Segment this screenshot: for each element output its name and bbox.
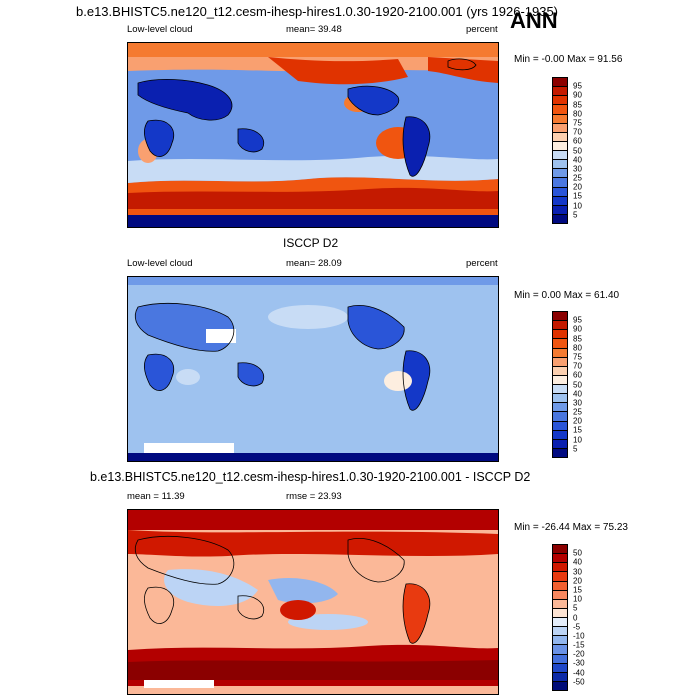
cbar-label: 30 (573, 567, 582, 577)
cbar-label: 20 (573, 416, 582, 426)
panel2-minmax: Min = 0.00 Max = 61.40 (514, 290, 620, 301)
panel3-map-canvas (128, 510, 498, 694)
cbar-label: 30 (573, 398, 582, 408)
cbar-label: -10 (573, 631, 585, 641)
cbar-label: 70 (573, 127, 582, 137)
panel1-colorbar-labels: 95 90 85 80 75 70 60 50 40 30 25 20 15 1… (573, 77, 613, 224)
panel3-rmse: rmse = 23.93 (286, 491, 342, 502)
panel3-minmax: Min = -26.44 Max = 75.23 (514, 522, 628, 533)
cbar-label: 80 (573, 109, 582, 119)
cbar-label: 90 (573, 324, 582, 334)
cbar-label: -15 (573, 640, 585, 650)
panel1-field-label: Low-level cloud (127, 24, 193, 35)
cbar-label: 5 (573, 444, 578, 454)
panel1-minmax: Min = -0.00 Max = 91.56 (514, 54, 623, 65)
cbar-label: 20 (573, 576, 582, 586)
panel2-subtitle: ISCCP D2 (283, 236, 339, 250)
cbar-label: -20 (573, 649, 585, 659)
panel3-map (127, 509, 499, 695)
cbar-label: 85 (573, 100, 582, 110)
cbar-label: 25 (573, 407, 582, 417)
panel2-mean: mean= 28.09 (286, 258, 342, 269)
cbar-label: -50 (573, 677, 585, 687)
cbar-label: 95 (573, 315, 582, 325)
cbar-label: 80 (573, 343, 582, 353)
cbar-label: 40 (573, 389, 582, 399)
panel3-subtitle: b.e13.BHISTC5.ne120_t12.cesm-ihesp-hires… (90, 470, 531, 484)
cbar-label: 30 (573, 164, 582, 174)
cbar-label: -40 (573, 668, 585, 678)
season-label: ANN (510, 8, 558, 33)
cbar-label: 10 (573, 201, 582, 211)
panel2-field-label: Low-level cloud (127, 258, 193, 269)
panel2-colorbar (552, 311, 568, 458)
cbar-label: 50 (573, 548, 582, 558)
cbar-label: 10 (573, 435, 582, 445)
cbar-label: 60 (573, 136, 582, 146)
cbar-label: 90 (573, 90, 582, 100)
run-title: b.e13.BHISTC5.ne120_t12.cesm-ihesp-hires… (76, 4, 559, 19)
panel1-units: percent (466, 24, 498, 35)
cbar-label: 75 (573, 118, 582, 128)
panel1-colorbar (552, 77, 568, 224)
cbar-label: 0 (573, 613, 578, 622)
panel3-colorbar-labels: 50 40 30 20 15 10 5 0 -5 -10 -15 -20 -30… (573, 544, 613, 691)
cbar-label: 40 (573, 155, 582, 165)
cbar-label: 95 (573, 81, 582, 91)
panel2-units: percent (466, 258, 498, 269)
cbar-label: 75 (573, 352, 582, 362)
panel3-colorbar (552, 544, 568, 691)
cbar-label: 50 (573, 380, 582, 389)
cbar-label: 70 (573, 361, 582, 371)
cbar-label: 5 (573, 603, 578, 613)
cbar-label: 50 (573, 146, 582, 155)
cbar-label: 15 (573, 585, 582, 595)
cbar-label: 20 (573, 182, 582, 192)
cbar-label: 85 (573, 334, 582, 344)
cbar-label: 5 (573, 210, 578, 220)
panel3-mean: mean = 11.39 (127, 491, 185, 502)
cbar-label: 60 (573, 370, 582, 380)
cbar-label: -5 (573, 622, 581, 632)
cbar-label: 15 (573, 191, 582, 201)
panel2-map (127, 276, 499, 462)
panel1-mean: mean= 39.48 (286, 24, 342, 35)
cbar-label: 10 (573, 594, 582, 604)
panel2-colorbar-labels: 95 90 85 80 75 70 60 50 40 30 25 20 15 1… (573, 311, 613, 458)
panel1-map-canvas (128, 43, 498, 227)
cbar-label: -30 (573, 658, 585, 668)
cbar-label: 40 (573, 557, 582, 567)
panel2-map-canvas (128, 277, 498, 461)
panel1-map (127, 42, 499, 228)
cbar-label: 15 (573, 425, 582, 435)
cbar-label: 25 (573, 173, 582, 183)
